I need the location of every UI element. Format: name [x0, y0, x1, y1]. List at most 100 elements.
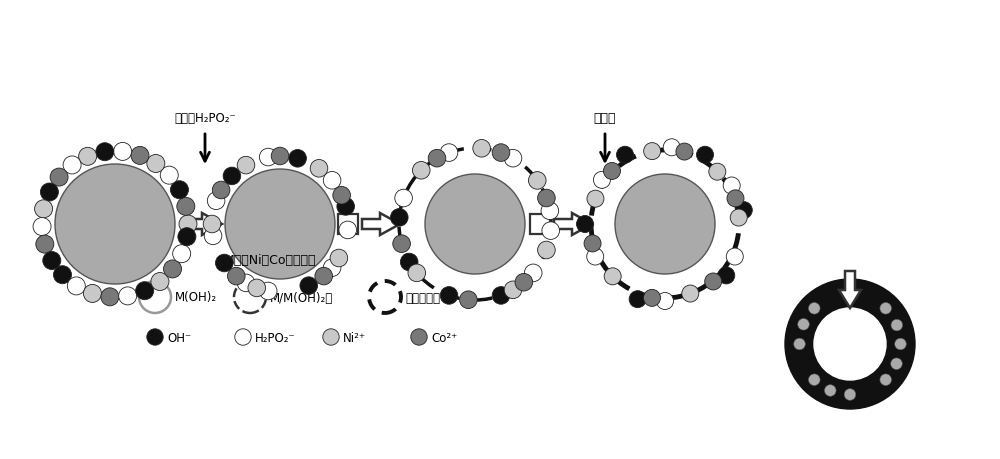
Circle shape	[223, 168, 241, 185]
Circle shape	[53, 266, 71, 284]
Circle shape	[824, 385, 836, 397]
Circle shape	[323, 172, 341, 190]
Circle shape	[289, 150, 306, 168]
Circle shape	[248, 280, 266, 297]
Circle shape	[164, 260, 182, 278]
Circle shape	[96, 143, 114, 162]
Circle shape	[36, 235, 54, 253]
Circle shape	[207, 192, 225, 210]
Circle shape	[67, 277, 85, 295]
Circle shape	[151, 273, 169, 291]
Circle shape	[644, 143, 661, 160]
Circle shape	[50, 169, 68, 187]
Circle shape	[390, 209, 408, 227]
Circle shape	[587, 248, 604, 265]
Circle shape	[785, 280, 915, 409]
Circle shape	[259, 283, 277, 300]
Circle shape	[337, 198, 354, 216]
Circle shape	[709, 164, 726, 181]
FancyBboxPatch shape	[338, 214, 358, 235]
Text: H₂PO₂⁻: H₂PO₂⁻	[255, 331, 296, 344]
Circle shape	[880, 303, 892, 314]
Text: 金属包覆层: 金属包覆层	[405, 291, 440, 304]
Circle shape	[147, 329, 163, 346]
Circle shape	[55, 165, 175, 285]
Circle shape	[629, 291, 646, 308]
Circle shape	[541, 202, 559, 220]
Circle shape	[604, 268, 621, 285]
Circle shape	[178, 228, 196, 246]
Circle shape	[730, 210, 747, 227]
Circle shape	[333, 187, 350, 205]
Circle shape	[844, 288, 856, 300]
Circle shape	[814, 308, 886, 380]
Circle shape	[330, 250, 348, 267]
Circle shape	[119, 287, 137, 305]
Circle shape	[895, 338, 906, 350]
FancyArrow shape	[839, 271, 861, 308]
Circle shape	[593, 172, 610, 189]
Circle shape	[880, 374, 892, 386]
Circle shape	[79, 148, 97, 166]
Circle shape	[203, 216, 221, 233]
Circle shape	[492, 145, 510, 162]
Circle shape	[504, 281, 522, 299]
Circle shape	[179, 216, 197, 234]
FancyArrow shape	[182, 213, 222, 235]
Circle shape	[235, 329, 251, 346]
Circle shape	[808, 374, 820, 386]
Circle shape	[798, 319, 809, 330]
Circle shape	[43, 252, 61, 270]
Circle shape	[412, 162, 430, 179]
Circle shape	[676, 144, 693, 161]
Circle shape	[615, 174, 715, 274]
Circle shape	[492, 287, 510, 305]
Circle shape	[411, 329, 427, 346]
Circle shape	[723, 178, 740, 195]
Circle shape	[323, 329, 339, 346]
Circle shape	[237, 274, 255, 292]
Circle shape	[400, 254, 418, 271]
Circle shape	[705, 274, 722, 291]
Circle shape	[131, 147, 149, 165]
Circle shape	[504, 150, 522, 168]
Circle shape	[794, 338, 805, 350]
Circle shape	[215, 255, 233, 272]
Circle shape	[147, 155, 165, 173]
Circle shape	[101, 288, 119, 306]
Circle shape	[35, 201, 53, 218]
Circle shape	[212, 182, 230, 199]
Circle shape	[237, 157, 255, 174]
Circle shape	[225, 170, 335, 280]
Circle shape	[63, 157, 81, 174]
Circle shape	[310, 160, 328, 178]
Circle shape	[891, 319, 903, 331]
Circle shape	[528, 172, 546, 190]
Circle shape	[844, 389, 856, 400]
Circle shape	[460, 291, 477, 309]
Circle shape	[300, 277, 318, 295]
FancyBboxPatch shape	[530, 214, 550, 235]
Text: Ni²⁺: Ni²⁺	[343, 331, 366, 344]
Circle shape	[339, 222, 357, 239]
Circle shape	[616, 147, 634, 164]
Circle shape	[603, 163, 620, 180]
Text: OH⁻: OH⁻	[167, 331, 191, 344]
Circle shape	[524, 264, 542, 282]
Circle shape	[584, 235, 601, 252]
Circle shape	[136, 282, 154, 300]
Circle shape	[727, 190, 744, 207]
Text: Co²⁺: Co²⁺	[431, 331, 457, 344]
Circle shape	[204, 228, 222, 245]
Circle shape	[323, 259, 341, 277]
Circle shape	[538, 190, 555, 207]
Circle shape	[33, 218, 51, 236]
Circle shape	[808, 303, 820, 314]
Text: M/M(OH)₂壳: M/M(OH)₂壳	[270, 291, 333, 304]
Circle shape	[473, 140, 490, 158]
Text: 还原剂H₂PO₂⁻: 还原剂H₂PO₂⁻	[174, 112, 236, 125]
Text: M(OH)₂: M(OH)₂	[175, 291, 217, 304]
Circle shape	[428, 150, 446, 168]
Circle shape	[643, 290, 660, 307]
Circle shape	[656, 293, 674, 310]
